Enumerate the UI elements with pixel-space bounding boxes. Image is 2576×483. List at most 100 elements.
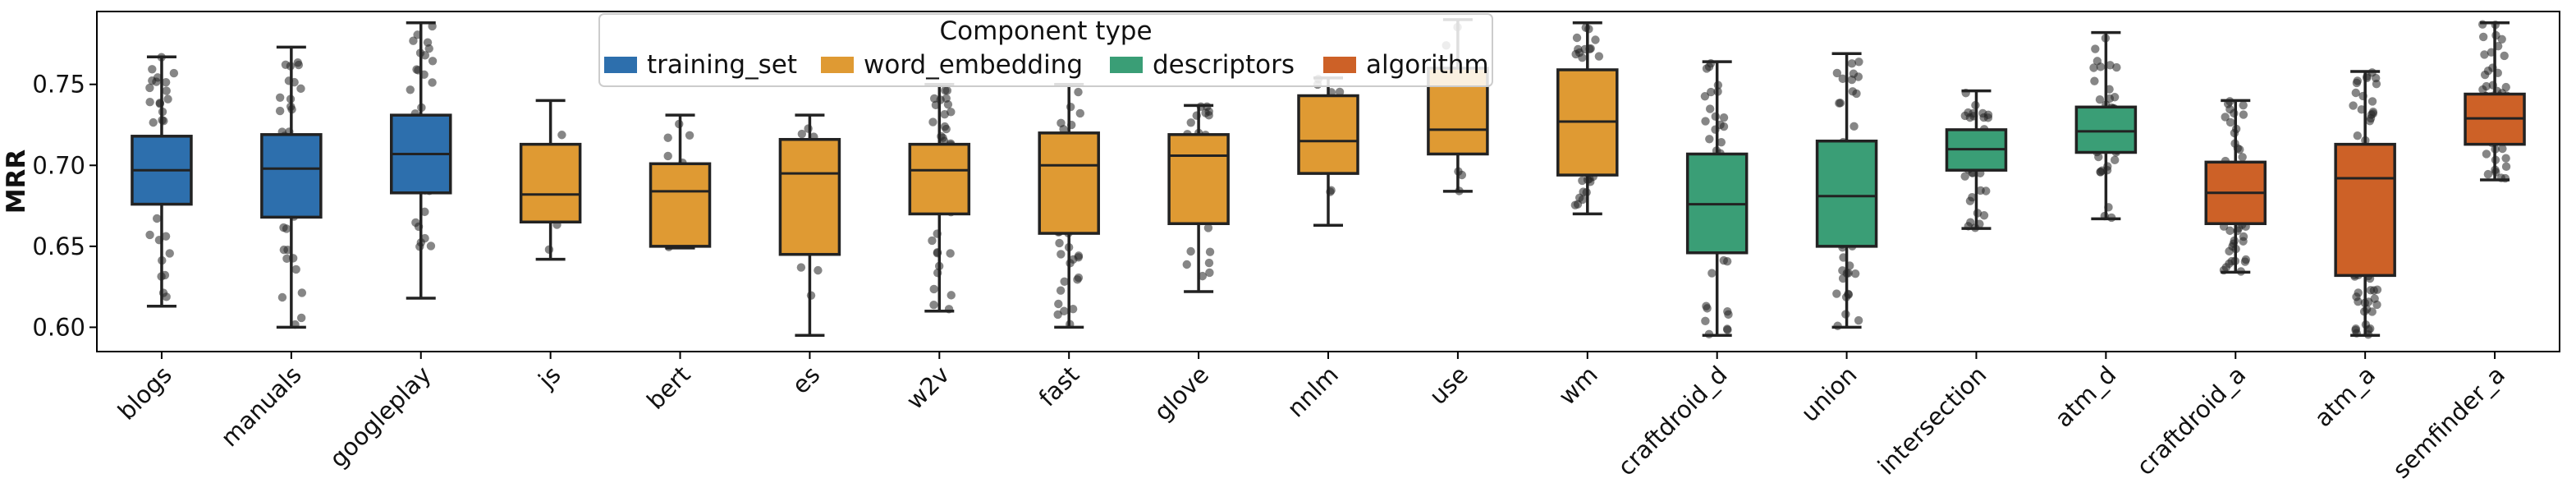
- legend-title: Component type: [939, 16, 1152, 46]
- data-point: [2501, 154, 2510, 163]
- data-point: [1968, 192, 1977, 202]
- box-intersection: [1945, 89, 2008, 230]
- data-point: [2239, 237, 2248, 246]
- box-iqr: [1815, 139, 1878, 248]
- data-point: [947, 291, 956, 300]
- data-point: [2357, 105, 2366, 114]
- y-axis-label: MRR: [2, 150, 31, 214]
- x-tick-label: w2v: [901, 361, 955, 415]
- x-tick-label: atm_d: [2049, 361, 2121, 433]
- data-point: [1578, 195, 1588, 205]
- data-point: [169, 68, 179, 78]
- data-point: [162, 86, 171, 95]
- x-tick-label: blogs: [112, 361, 177, 426]
- data-point: [1203, 223, 1213, 232]
- data-point: [796, 263, 806, 272]
- data-point: [291, 264, 300, 274]
- data-point: [296, 313, 306, 323]
- data-point: [2094, 152, 2103, 162]
- data-point: [1201, 108, 1210, 117]
- data-point: [1700, 92, 1710, 101]
- x-tick-label: googleplay: [324, 361, 437, 473]
- data-point: [1705, 104, 1715, 113]
- data-point: [928, 236, 937, 246]
- data-point: [2366, 286, 2376, 295]
- data-point: [294, 60, 304, 70]
- data-point: [1057, 118, 1066, 128]
- data-point: [1702, 301, 1711, 310]
- y-tick-label: 0.65: [32, 232, 85, 260]
- box-manuals: [260, 45, 323, 329]
- data-point: [1701, 117, 1710, 126]
- data-point: [2238, 153, 2247, 162]
- legend-label: training_set: [647, 50, 797, 80]
- data-point: [161, 77, 171, 87]
- box-nnlm: [1297, 76, 1359, 227]
- legend: Component type training_set word_embeddin…: [598, 13, 1493, 87]
- legend-entry-word_embedding: word_embedding: [821, 50, 1083, 80]
- data-point: [1591, 35, 1600, 44]
- data-point: [685, 131, 694, 140]
- data-point: [2500, 51, 2509, 61]
- box-iqr: [1038, 131, 1100, 235]
- data-point: [152, 77, 161, 86]
- data-point: [2110, 93, 2120, 102]
- data-point: [1055, 238, 1064, 248]
- x-tick-label: wm: [1553, 361, 1603, 411]
- data-point: [1075, 108, 1084, 118]
- data-point: [2372, 285, 2382, 294]
- data-point: [1594, 52, 1604, 61]
- data-point: [1838, 74, 1847, 84]
- data-point: [1060, 277, 1069, 286]
- data-point: [797, 129, 807, 139]
- data-point: [2240, 257, 2250, 266]
- box-iqr: [649, 162, 712, 248]
- data-point: [2225, 117, 2235, 127]
- data-point: [1056, 286, 1066, 295]
- data-point: [277, 292, 287, 302]
- data-point: [663, 151, 672, 161]
- box-iqr: [778, 137, 841, 256]
- box-wm: [1556, 21, 1619, 216]
- box-iqr: [1297, 94, 1359, 175]
- data-point: [1335, 87, 1345, 97]
- data-point: [946, 249, 955, 258]
- data-point: [1205, 247, 1215, 256]
- data-point: [2483, 169, 2493, 179]
- data-point: [279, 223, 288, 232]
- data-point: [2096, 62, 2106, 71]
- legend-swatch: [1323, 57, 1356, 73]
- data-point: [406, 85, 415, 94]
- x-tick-label: use: [1423, 361, 1473, 410]
- box-iqr: [1167, 133, 1230, 226]
- data-point: [1717, 137, 1726, 147]
- data-point: [2221, 263, 2231, 272]
- data-point: [557, 131, 566, 140]
- x-tick-label: union: [1795, 361, 1862, 427]
- legend-swatch: [604, 57, 637, 73]
- data-point: [275, 106, 285, 116]
- data-point: [2106, 61, 2115, 70]
- data-point: [1707, 269, 1717, 278]
- data-point: [1854, 58, 1863, 67]
- data-point: [1847, 75, 1857, 85]
- y-tick-label: 0.60: [32, 313, 85, 341]
- box-bert: [649, 113, 712, 250]
- data-point: [2091, 44, 2100, 53]
- legend-swatch: [821, 57, 854, 73]
- data-point: [2112, 62, 2121, 72]
- data-point: [1847, 59, 1857, 68]
- data-point: [275, 93, 285, 102]
- data-point: [420, 51, 430, 60]
- data-point: [1719, 122, 1729, 131]
- data-point: [2368, 109, 2377, 118]
- box-craftdroid_a: [2204, 99, 2267, 274]
- data-point: [663, 133, 672, 142]
- box-iqr: [519, 142, 582, 224]
- data-point: [165, 249, 174, 258]
- data-point: [2225, 226, 2235, 236]
- data-point: [928, 117, 937, 126]
- box-iqr: [908, 142, 971, 216]
- data-point: [1204, 258, 1214, 268]
- data-point: [1719, 113, 1729, 122]
